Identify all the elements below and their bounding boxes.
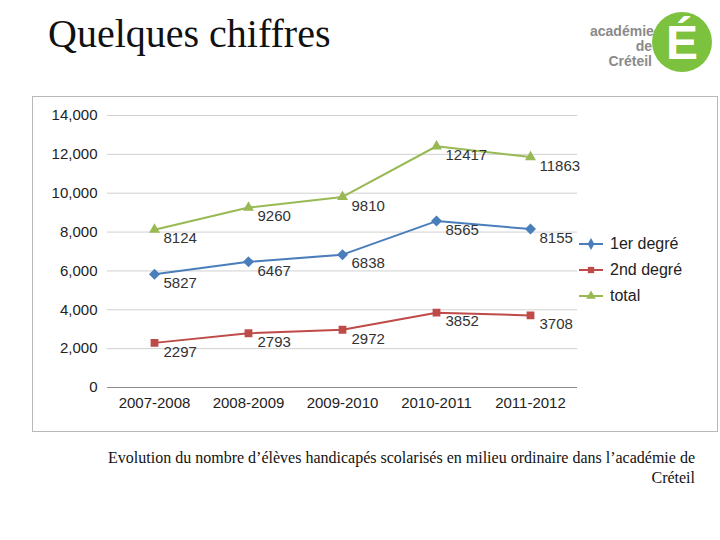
svg-text:0: 0 <box>89 378 97 395</box>
svg-text:5827: 5827 <box>164 274 197 291</box>
svg-text:8155: 8155 <box>540 229 573 246</box>
svg-text:9260: 9260 <box>258 207 291 224</box>
svg-text:2793: 2793 <box>258 333 291 350</box>
svg-text:2009-2010: 2009-2010 <box>307 394 379 411</box>
html-text:de Créteil: de Créteil <box>608 38 652 69</box>
svg-text:11863: 11863 <box>540 157 581 174</box>
html-text:2nd degré: 2nd degré <box>610 261 683 278</box>
svg-text:8,000: 8,000 <box>60 223 98 240</box>
svg-text:12417: 12417 <box>446 146 488 163</box>
svg-text:2,000: 2,000 <box>60 339 98 356</box>
html-text:Quelques chiffres: Quelques chiffres <box>48 11 331 56</box>
svg-text:4,000: 4,000 <box>60 301 98 318</box>
svg-text:12,000: 12,000 <box>52 145 98 162</box>
html-text:Evolution du nombre d’élèves h: Evolution du nombre d’élèves handicapés … <box>108 449 695 486</box>
svg-text:9810: 9810 <box>352 197 385 214</box>
svg-text:2008-2009: 2008-2009 <box>213 394 285 411</box>
svg-text:6467: 6467 <box>258 262 291 279</box>
svg-text:2007-2008: 2007-2008 <box>119 394 191 411</box>
html-text:1er degré: 1er degré <box>610 235 679 252</box>
svg-text:2011-2012: 2011-2012 <box>495 394 566 411</box>
svg-text:10,000: 10,000 <box>52 184 98 201</box>
html-text:total: total <box>610 287 641 304</box>
svg-text:3708: 3708 <box>540 315 573 332</box>
svg-text:2972: 2972 <box>352 330 385 347</box>
svg-text:2010-2011: 2010-2011 <box>401 394 472 411</box>
html-text:É: É <box>666 16 698 69</box>
svg-text:2297: 2297 <box>164 343 197 360</box>
svg-text:6838: 6838 <box>352 254 385 271</box>
svg-text:8124: 8124 <box>164 229 197 246</box>
svg-text:14,000: 14,000 <box>52 106 98 123</box>
svg-text:6,000: 6,000 <box>60 262 98 279</box>
svg-text:8565: 8565 <box>446 221 479 238</box>
svg-text:3852: 3852 <box>446 312 479 329</box>
html-text:académie: académie <box>590 23 654 39</box>
